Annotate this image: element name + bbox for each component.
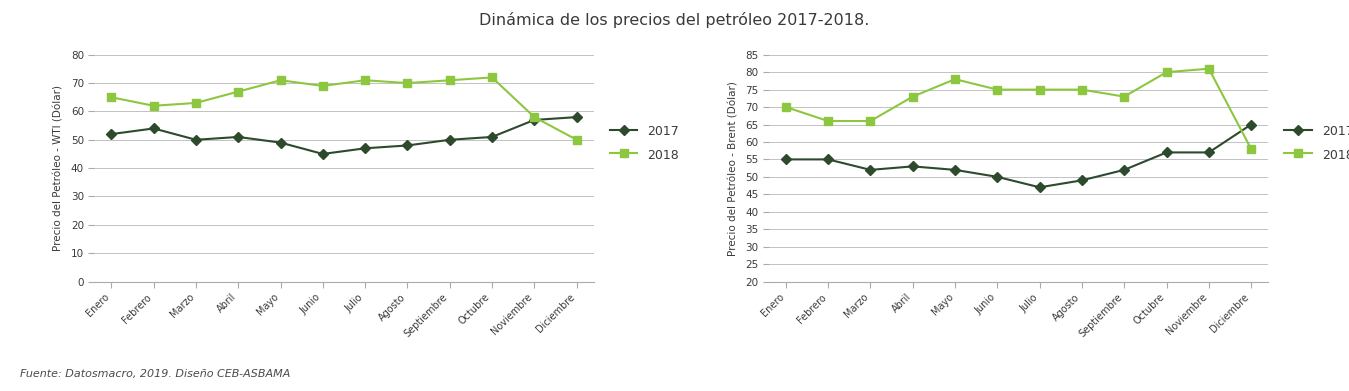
2018 xyxy=(1242,147,1259,151)
2017 xyxy=(399,143,415,148)
2018 xyxy=(231,89,247,94)
2018 xyxy=(862,119,878,124)
2018 xyxy=(484,75,500,80)
2017 xyxy=(188,138,204,142)
2017 xyxy=(1032,185,1048,190)
2017 xyxy=(947,167,963,172)
2018 xyxy=(526,115,542,120)
2018 xyxy=(1201,66,1217,71)
2017 xyxy=(1074,178,1090,183)
2018 xyxy=(1074,87,1090,92)
Legend: 2017, 2018: 2017, 2018 xyxy=(1284,124,1349,162)
2017 xyxy=(231,135,247,139)
2018 xyxy=(146,104,162,108)
2017 xyxy=(778,157,795,162)
Text: Fuente: Datosmacro, 2019. Diseño CEB-ASBAMA: Fuente: Datosmacro, 2019. Diseño CEB-ASB… xyxy=(20,369,290,379)
2017 xyxy=(568,115,584,120)
2017 xyxy=(357,146,374,151)
2017 xyxy=(1201,150,1217,155)
2018 xyxy=(188,100,204,105)
2018 xyxy=(1159,70,1175,75)
2017 xyxy=(1242,122,1259,127)
2018 xyxy=(1116,94,1132,99)
2017 xyxy=(526,118,542,122)
2018 xyxy=(357,78,374,83)
2017 xyxy=(1116,167,1132,172)
2018 xyxy=(568,138,584,142)
Line: 2017: 2017 xyxy=(108,113,580,158)
2018 xyxy=(947,77,963,81)
2017 xyxy=(484,135,500,139)
2017 xyxy=(146,126,162,131)
2018 xyxy=(104,95,120,100)
2018 xyxy=(399,81,415,86)
2017 xyxy=(104,132,120,136)
Line: 2018: 2018 xyxy=(782,65,1255,153)
Y-axis label: Precio del Petróleo - WTI (Dólar): Precio del Petróleo - WTI (Dólar) xyxy=(54,85,63,251)
2018 xyxy=(441,78,457,83)
2017 xyxy=(905,164,921,169)
Line: 2018: 2018 xyxy=(108,74,580,143)
2018 xyxy=(905,94,921,99)
Line: 2017: 2017 xyxy=(782,121,1255,191)
2017 xyxy=(441,138,457,142)
2017 xyxy=(989,174,1005,179)
2018 xyxy=(820,119,836,124)
Legend: 2017, 2018: 2017, 2018 xyxy=(610,124,679,162)
2017 xyxy=(862,167,878,172)
2017 xyxy=(272,140,289,145)
2018 xyxy=(989,87,1005,92)
2018 xyxy=(314,84,331,88)
2018 xyxy=(778,105,795,109)
Text: Dinámica de los precios del petróleo 2017-2018.: Dinámica de los precios del petróleo 201… xyxy=(479,12,870,28)
2017 xyxy=(820,157,836,162)
2017 xyxy=(314,152,331,156)
Y-axis label: Precio del Petróleo - Brent (Dólar): Precio del Petróleo - Brent (Dólar) xyxy=(728,81,738,256)
2018 xyxy=(272,78,289,83)
2018 xyxy=(1032,87,1048,92)
2017 xyxy=(1159,150,1175,155)
